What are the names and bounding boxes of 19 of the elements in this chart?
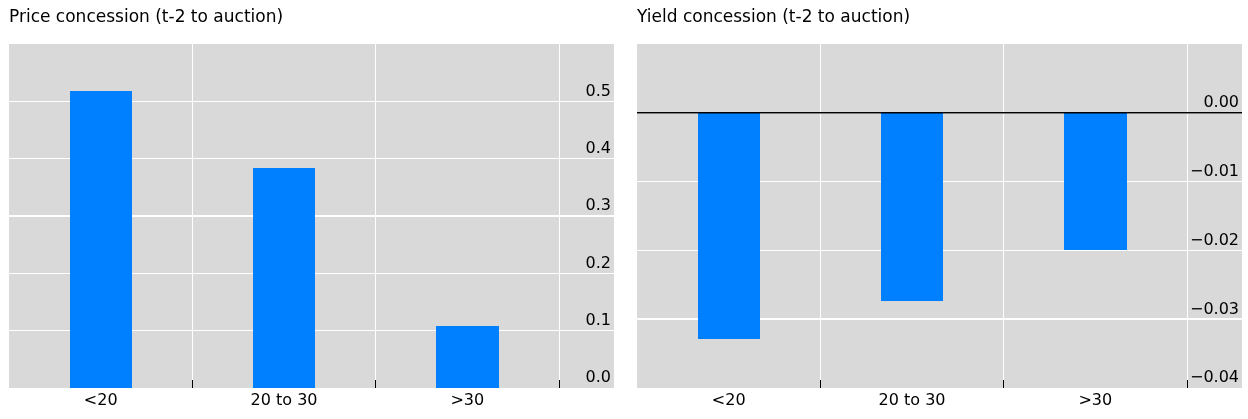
x-tick-label: <20 [83, 390, 118, 409]
y-tick-label: 0.00 [1203, 92, 1239, 112]
x-tick-label: 20 to 30 [878, 390, 946, 409]
y-tick-label: −0.01 [1189, 161, 1239, 180]
y-tick-label: 0.2 [585, 252, 611, 272]
y-tick-label: 0.4 [585, 138, 611, 158]
y-tick-label: −0.03 [1189, 298, 1239, 318]
x-tick-label: >30 [450, 390, 485, 409]
y-tick-label: 0.3 [585, 195, 611, 215]
chart-title: Yield concession (t-2 to auction) [636, 6, 911, 27]
y-tick-label: 0.1 [585, 310, 611, 330]
x-tick-label: <20 [711, 390, 746, 409]
y-tick-label: −0.04 [1189, 367, 1239, 387]
y-tick-label: −0.02 [1189, 229, 1239, 249]
y-tick-label: 0.0 [585, 367, 611, 387]
chart-title: Price concession (t-2 to auction) [9, 6, 284, 27]
y-tick-label: 0.5 [585, 80, 611, 100]
x-tick-label: 20 to 30 [250, 390, 318, 409]
x-tick-label: >30 [1078, 390, 1113, 409]
